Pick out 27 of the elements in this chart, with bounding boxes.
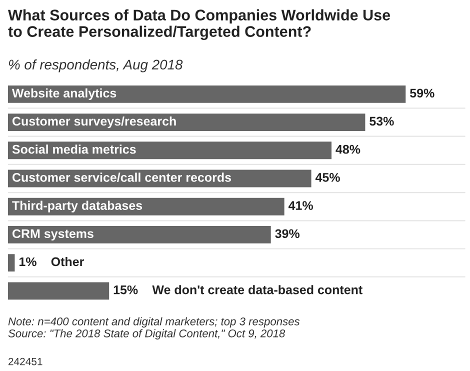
data-label: 39% [275,229,300,238]
data-label: 53% [370,116,394,126]
data-label: 48% [336,144,360,154]
y-tick-label: CRM systems [12,229,94,241]
bar [8,282,110,300]
data-label: 41% [288,201,313,210]
bar [8,114,366,132]
y-tick-label: We don't create data-based content [152,285,362,294]
y-tick-label: Website analytics [12,88,116,100]
bar [8,142,332,160]
bar [8,85,406,103]
bar [8,254,15,272]
y-tick-label: Other [51,256,84,266]
text: 242451 [8,358,42,366]
y-tick-label: Customer service/call center records [12,172,232,182]
chart-subtitle: % of respondents, Aug 2018 [8,59,183,72]
bar [8,198,284,216]
data-label: 45% [315,173,340,182]
data-label: 59% [410,88,434,98]
y-tick-label: Social media metrics [12,144,136,154]
text: Note: n=400 content and digital marketers; top 3 responses Source: "The 2018 State of Digital Content," Oct 9, 2018 [8,317,300,340]
y-tick-label: Third-party databases [12,200,142,212]
bar [8,226,271,244]
data-label: 15% [114,285,138,294]
chart-title: What Sources of Data Do Companies Worldwide Use to Create Personalized/Targeted Content? [8,9,390,40]
data-label: 1% [19,257,36,266]
y-tick-label: Customer surveys/research [12,116,176,128]
